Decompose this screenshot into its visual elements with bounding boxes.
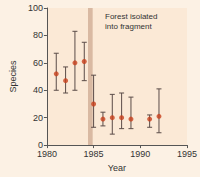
svg-text:Year: Year	[108, 163, 126, 173]
svg-text:into fragment: into fragment	[105, 22, 152, 31]
svg-text:1985: 1985	[84, 149, 104, 159]
svg-text:20: 20	[33, 113, 43, 123]
svg-text:0: 0	[37, 140, 43, 151]
svg-text:60: 60	[33, 58, 43, 68]
svg-text:40: 40	[33, 85, 43, 95]
svg-text:1995: 1995	[177, 149, 197, 159]
svg-text:Species: Species	[8, 60, 18, 93]
svg-text:Forest isolated: Forest isolated	[105, 12, 160, 21]
svg-text:1990: 1990	[130, 149, 150, 159]
svg-text:1980: 1980	[37, 149, 57, 159]
svg-text:80: 80	[33, 30, 43, 40]
svg-text:100: 100	[28, 3, 43, 13]
